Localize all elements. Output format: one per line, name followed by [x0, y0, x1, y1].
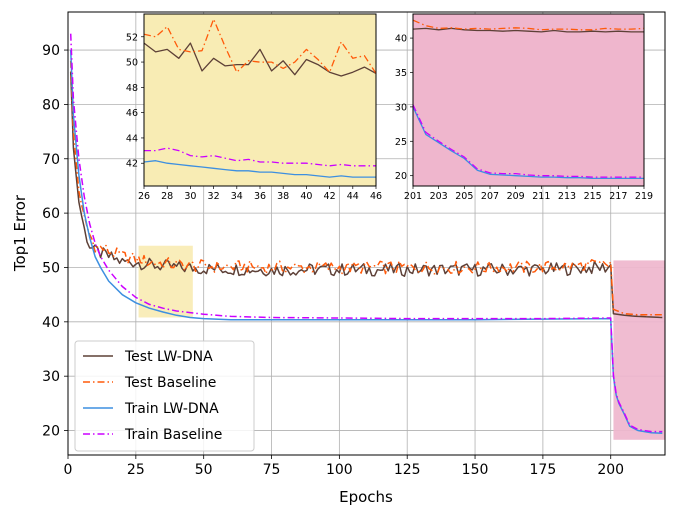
main-axis-ticks: 0 25 50 75 100 125 150 175 200 20 30 40 50 60 70 80 90	[42, 43, 624, 478]
inset-background	[413, 14, 644, 186]
inset-series-line-test-lw-dna	[144, 42, 376, 77]
series-line-test-baseline	[69, 60, 663, 316]
x-tick-label: 75	[263, 462, 281, 478]
x-tick-label: 175	[530, 462, 557, 478]
inset-y-tick-label: 20	[395, 171, 407, 182]
series-line-train-baseline	[69, 33, 663, 433]
inset-x-tick-label: 44	[347, 191, 359, 202]
inset-background	[144, 14, 376, 186]
x-tick-label: 125	[394, 462, 421, 478]
y-tick-label: 70	[42, 152, 60, 168]
inset-y-tick-label: 35	[395, 68, 407, 79]
inset-y-tick-label: 46	[126, 108, 138, 119]
legend-label: Test Baseline	[124, 375, 216, 391]
y-tick-label: 30	[42, 369, 60, 385]
x-tick-label: 0	[64, 462, 73, 478]
inset-y-tick-label: 30	[395, 102, 407, 113]
y-tick-label: 50	[42, 260, 60, 276]
x-axis-label: Epochs	[339, 488, 393, 506]
inset-y-tick-label: 44	[126, 133, 138, 144]
inset-x-tick-label: 201	[404, 191, 422, 202]
y-tick-label: 90	[42, 43, 60, 59]
legend-item-test-baseline: Test Baseline	[83, 375, 216, 391]
inset-1: 26 28 30 32 34 36 38 40 42 44 46 42 44 46 48 50 52	[126, 13, 382, 202]
y-axis-label: Top1 Error	[11, 194, 29, 272]
inset-series-line-train-baseline	[413, 104, 644, 178]
legend-item-train-lw-dna: Train LW-DNA	[83, 401, 219, 417]
inset-x-tick-label: 217	[609, 191, 627, 202]
inset-x-tick-label: 30	[184, 191, 196, 202]
inset-x-tick-label: 28	[161, 191, 173, 202]
inset-x-tick-label: 40	[300, 191, 312, 202]
inset-y-tick-label: 25	[395, 137, 407, 148]
legend-label: Test LW-DNA	[124, 349, 213, 365]
legend-label: Train LW-DNA	[124, 401, 219, 417]
y-tick-label: 20	[42, 424, 60, 440]
inset-series-line-train-baseline	[144, 147, 376, 167]
inset-x-tick-label: 205	[455, 191, 473, 202]
legend-label: Train Baseline	[124, 427, 222, 443]
inset-series-line-test-baseline	[413, 19, 644, 31]
inset-y-tick-label: 48	[126, 83, 138, 94]
inset-y-tick-label: 52	[126, 32, 138, 43]
inset-x-tick-label: 203	[430, 191, 448, 202]
x-tick-label: 100	[326, 462, 353, 478]
inset-series-line-train-lw-dna	[144, 160, 376, 178]
inset-y-tick-label: 42	[126, 159, 138, 170]
x-tick-label: 150	[462, 462, 489, 478]
legend-item-test-lw-dna: Test LW-DNA	[83, 349, 213, 365]
inset-x-tick-label: 38	[277, 191, 289, 202]
inset-x-tick-label: 36	[254, 191, 266, 202]
inset-x-tick-label: 32	[208, 191, 220, 202]
inset-x-tick-label: 209	[507, 191, 525, 202]
main-plot-lines	[69, 33, 663, 435]
inset-series-line-train-lw-dna	[413, 106, 644, 180]
highlight-region-2	[613, 260, 665, 440]
x-tick-label: 50	[195, 462, 213, 478]
y-tick-label: 80	[42, 97, 60, 113]
inset-lines	[144, 18, 376, 178]
legend: Test LW-DNA Test Baseline Train LW-DNA Trai…	[74, 340, 255, 452]
legend-item-train-baseline: Train Baseline	[83, 427, 222, 443]
legend-box	[74, 340, 255, 452]
y-tick-label: 60	[42, 206, 60, 222]
inset-x-tick-label: 211	[532, 191, 550, 202]
inset-y-tick-label: 40	[395, 34, 407, 45]
inset-x-tick-label: 219	[635, 191, 653, 202]
highlight-region-1	[138, 245, 193, 318]
inset-x-tick-label: 26	[138, 191, 150, 202]
y-tick-label: 40	[42, 315, 60, 331]
inset-x-tick-label: 215	[584, 191, 602, 202]
inset-x-tick-label: 207	[481, 191, 499, 202]
inset-y-tick-label: 50	[126, 58, 138, 69]
inset-x-tick-label: 213	[558, 191, 576, 202]
x-tick-label: 25	[127, 462, 145, 478]
x-tick-label: 200	[597, 462, 624, 478]
inset-x-tick-label: 46	[370, 191, 382, 202]
inset-2: 201 203 205 207 209 211 213 215 217 219 20 25 30 35 40	[395, 13, 653, 202]
inset-lines	[413, 19, 644, 180]
inset-x-tick-label: 34	[231, 191, 243, 202]
main-plot-frame	[67, 11, 666, 456]
inset-frame	[412, 13, 645, 187]
inset-x-tick-label: 42	[324, 191, 336, 202]
inset-series-line-test-baseline	[144, 18, 376, 74]
